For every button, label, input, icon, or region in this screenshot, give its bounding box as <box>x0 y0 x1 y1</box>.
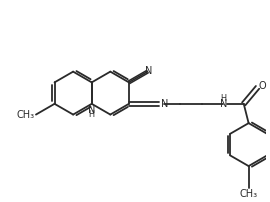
Text: N: N <box>161 99 168 109</box>
Text: H: H <box>89 110 95 119</box>
Text: CH₃: CH₃ <box>239 188 258 199</box>
Text: O: O <box>258 81 266 92</box>
Text: H: H <box>220 94 227 103</box>
Text: N: N <box>88 105 95 115</box>
Text: N: N <box>220 99 227 109</box>
Text: N: N <box>145 66 153 76</box>
Text: CH₃: CH₃ <box>17 109 35 120</box>
